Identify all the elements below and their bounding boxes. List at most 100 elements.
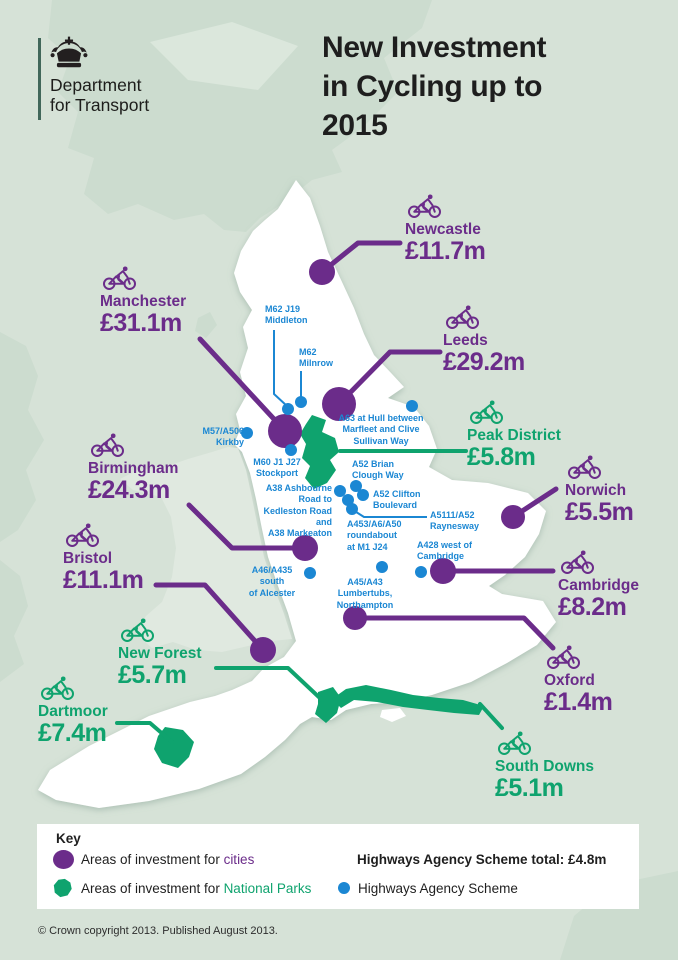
city-name: Cambridge <box>558 577 639 594</box>
scheme-label-a52-clifton: A52 Clifton Boulevard <box>373 489 421 511</box>
label-norwich: Norwich £5.5m <box>565 455 634 527</box>
wales-shape <box>120 447 292 652</box>
cyclist-icon <box>65 523 100 548</box>
scheme-label-a46-alcester: A46/A435 south of Alcester <box>248 565 296 598</box>
highways-total: Highways Agency Scheme total: £4.8m <box>357 852 607 867</box>
dot-cambridge <box>430 558 456 584</box>
logo-line1: Department <box>50 75 142 95</box>
park-name: New Forest <box>118 645 202 662</box>
south-downs-area <box>332 685 484 715</box>
city-amount: £11.7m <box>405 237 486 266</box>
scheme-label-a38-ashbourne: A38 Ashbourne Road to Kedleston Road and… <box>263 483 332 538</box>
scheme-label-m57-kirkby: M57/A506 Kirkby <box>202 426 244 448</box>
park-name: South Downs <box>495 758 595 775</box>
scheme-label-a428-cambridge: A428 west of Cambridge <box>417 540 473 562</box>
dot-birmingham <box>292 535 318 561</box>
key-row-cities: Areas of investment for cities <box>81 852 254 867</box>
blue-dot-icon <box>338 882 350 894</box>
scheme-dots <box>241 396 427 579</box>
cyclist-icon <box>40 676 75 701</box>
dot-newcastle <box>309 259 335 285</box>
cyclist-icon <box>567 455 602 480</box>
label-oxford: Oxford £1.4m <box>544 645 613 717</box>
key-cities-term: cities <box>223 852 255 867</box>
scheme-label-m62-middleton: M62 J19 Middleton <box>265 304 308 326</box>
key-cities-prefix: Areas of investment for <box>81 852 224 867</box>
park-amount: £5.8m <box>467 443 536 472</box>
ireland-shape <box>0 332 44 542</box>
cyclist-icon <box>90 433 125 458</box>
peak-district-area <box>300 415 339 489</box>
dot-middleton <box>282 403 294 415</box>
royal-crown-icon <box>50 36 88 70</box>
copyright-notice: © Crown copyright 2013. Published August… <box>38 925 278 937</box>
cyclist-icon <box>102 266 137 291</box>
city-name: Norwich <box>565 482 627 499</box>
england-outline <box>38 180 556 808</box>
france-shape <box>560 871 678 960</box>
park-name: Peak District <box>467 427 561 444</box>
label-peak-district: Peak District £5.8m <box>467 400 561 470</box>
city-name: Manchester <box>100 293 187 310</box>
city-amount: £31.1m <box>100 309 182 338</box>
city-amount: £1.4m <box>544 688 613 717</box>
city-name: Newcastle <box>405 221 481 238</box>
key-title: Key <box>56 831 81 846</box>
city-amount: £5.5m <box>565 498 634 527</box>
label-leeds: Leeds £29.2m <box>443 305 525 375</box>
city-amount: £29.2m <box>443 348 525 377</box>
dot-ashbourne-road <box>334 485 346 497</box>
label-dartmoor: Dartmoor £7.4m <box>38 676 108 746</box>
cyclist-icon <box>407 194 442 219</box>
city-amount: £24.3m <box>88 476 170 505</box>
scheme-label-a453-m1-j24: A453/A6/A50 roundabout at M1 J24 <box>347 519 402 552</box>
new-forest-area <box>315 687 341 723</box>
dot-clifton-boulevard <box>357 489 369 501</box>
dot-manchester <box>268 414 302 448</box>
dot-northampton <box>376 561 388 573</box>
scheme-label-m60-stockport: M60 J1 J27 Stockport <box>253 457 301 479</box>
dot-leeds <box>322 387 356 421</box>
page-title: New Investment in Cycling up to 2015 <box>322 31 547 142</box>
purple-circle-icon <box>53 850 74 869</box>
isle-of-man-shape <box>195 312 217 338</box>
dot-milnrow <box>295 396 307 408</box>
scheme-label-a45-northampton: A45/A43 Lumbertubs, Northampton <box>336 577 394 610</box>
city-name: Leeds <box>443 332 488 349</box>
city-amount: £11.1m <box>63 566 144 595</box>
key-parks-prefix: Areas of investment for <box>81 881 224 896</box>
isle-of-wight-shape <box>380 708 406 722</box>
label-birmingham: Birmingham £24.3m <box>88 433 178 503</box>
dot-norwich <box>501 505 525 529</box>
cyclist-icon <box>120 618 155 643</box>
cyclist-icon <box>469 400 504 425</box>
label-newcastle: Newcastle £11.7m <box>405 194 486 266</box>
city-dots <box>250 259 525 663</box>
logo-line2: for Transport <box>50 94 150 115</box>
scheme-label-a63-hull: A63 at Hull between Marfleet and Clive S… <box>338 413 424 446</box>
cyclist-icon <box>445 305 480 330</box>
dot-brian-clough-way <box>350 480 362 492</box>
city-name: Oxford <box>544 672 595 689</box>
label-cambridge: Cambridge £8.2m <box>558 550 639 620</box>
green-blob-icon <box>52 877 74 899</box>
key-row-parks: Areas of investment for National Parks <box>81 881 311 896</box>
city-name: Bristol <box>63 550 113 567</box>
dot-hull <box>406 400 418 412</box>
dot-m1-j24 <box>342 494 354 506</box>
label-manchester: Manchester £31.1m <box>100 266 186 336</box>
park-amount: £7.4m <box>38 719 107 748</box>
cyclist-icon <box>546 645 581 670</box>
highways-scheme-label: Highways Agency Scheme <box>358 881 518 896</box>
park-amount: £5.1m <box>495 774 564 803</box>
dot-bristol <box>250 637 276 663</box>
dot-alcester <box>304 567 316 579</box>
dot-oxford <box>343 606 367 630</box>
logo-text: Department for Transport <box>50 75 150 116</box>
label-south-downs: South Downs £5.1m <box>495 731 594 801</box>
city-name: Birmingham <box>88 460 179 477</box>
map-key: Key Areas of investment for cities Areas… <box>37 824 639 909</box>
